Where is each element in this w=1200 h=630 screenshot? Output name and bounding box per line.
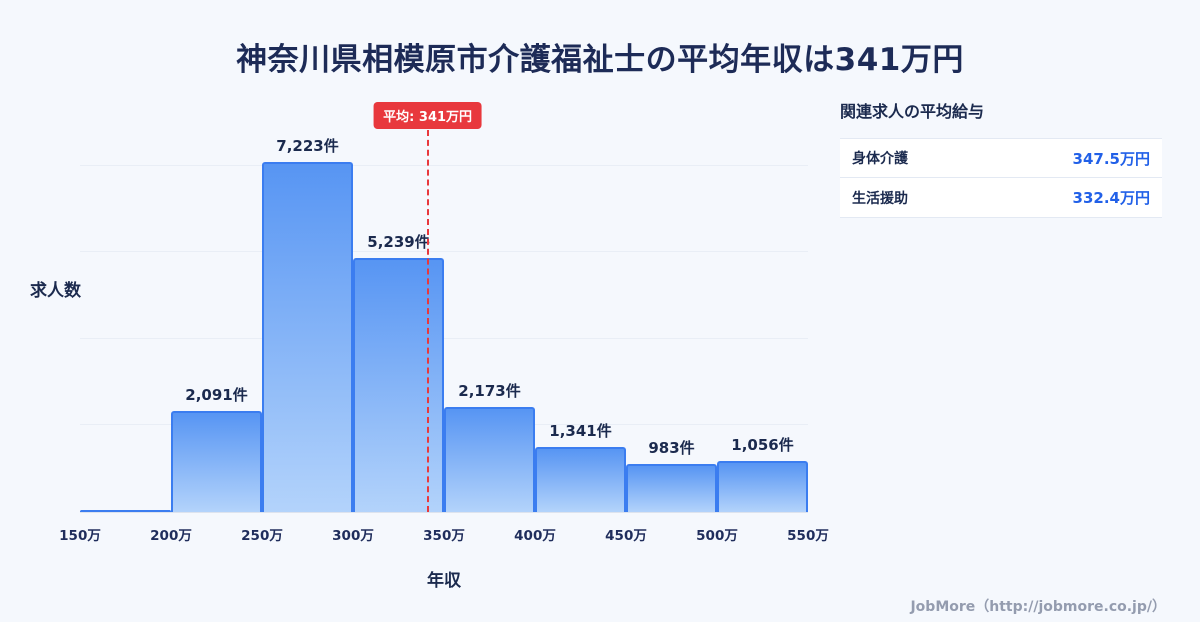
x-tick-label: 400万 [514, 528, 556, 544]
bar [353, 258, 444, 512]
bar [717, 461, 808, 512]
histogram-bin: 1,341件 [535, 100, 626, 512]
histogram-bin: 1,056件 [717, 100, 808, 512]
average-badge: 平均: 341万円 [373, 102, 483, 129]
average-line [426, 130, 429, 512]
bar [626, 464, 717, 512]
histogram-bars: 2,091件 7,223件 5,239件 2,173件 1,341件 983件 1,056件 [80, 100, 808, 512]
bar [80, 510, 171, 512]
salary-row-label: 生活援助 [852, 190, 908, 207]
x-tick-label: 250万 [241, 528, 283, 544]
y-axis-label: 求人数 [30, 281, 81, 301]
bar-value-label: 7,223件 [276, 137, 339, 155]
salary-row-label: 身体介護 [852, 151, 908, 167]
histogram-bin [80, 100, 171, 512]
bar-value-label: 1,056件 [731, 436, 794, 454]
histogram-bin: 7,223件 [262, 100, 353, 512]
salary-row: 身体介護 347.5万円 [840, 138, 1162, 178]
x-tick-label: 300万 [332, 528, 374, 544]
gridline [80, 337, 808, 339]
bar-value-label: 5,239件 [367, 233, 430, 251]
histogram-bin: 983件 [626, 100, 717, 512]
salary-row-value: 332.4万円 [1072, 189, 1150, 207]
histogram-plot: 2,091件 7,223件 5,239件 2,173件 1,341件 983件 1,056件… [80, 100, 808, 513]
bar-value-label: 1,341件 [549, 422, 612, 440]
salary-row-value: 347.5万円 [1072, 149, 1150, 168]
x-axis-ticks: 150万 200万 250万 300万 350万 400万 450万 500万 550万 [59, 524, 829, 544]
gridline [80, 164, 808, 166]
x-axis-label: 年収 [427, 571, 461, 591]
histogram-bin: 2,173件 [444, 100, 535, 512]
bottom-strip [0, 622, 1200, 630]
x-tick-label: 150万 [59, 528, 101, 544]
credit-text: JobMore（http://jobmore.co.jp/） [910, 599, 1166, 615]
x-tick-label: 350万 [423, 528, 465, 544]
bar-value-label: 2,091件 [185, 386, 248, 404]
x-tick-label: 450万 [605, 528, 647, 544]
salary-row: 生活援助 332.4万円 [840, 178, 1162, 218]
bar-value-label: 2,173件 [458, 382, 521, 400]
gridline [80, 251, 808, 253]
x-tick-label: 500万 [696, 528, 738, 544]
bar-value-label: 983件 [648, 439, 695, 457]
histogram-bin: 2,091件 [171, 100, 262, 512]
related-jobs-title: 関連求人の平均給与 [840, 102, 985, 121]
bar [535, 447, 626, 512]
x-tick-label: 550万 [787, 528, 829, 544]
bar [262, 162, 353, 512]
related-jobs-table: 身体介護 347.5万円生活援助 332.4万円 [840, 138, 1162, 218]
histogram-bin: 5,239件 [353, 100, 444, 512]
x-tick-label: 200万 [150, 528, 192, 544]
page-title: 神奈川県相模原市介護福祉士の平均年収は341万円 [236, 42, 964, 78]
bar [171, 411, 262, 512]
bar [444, 407, 535, 512]
